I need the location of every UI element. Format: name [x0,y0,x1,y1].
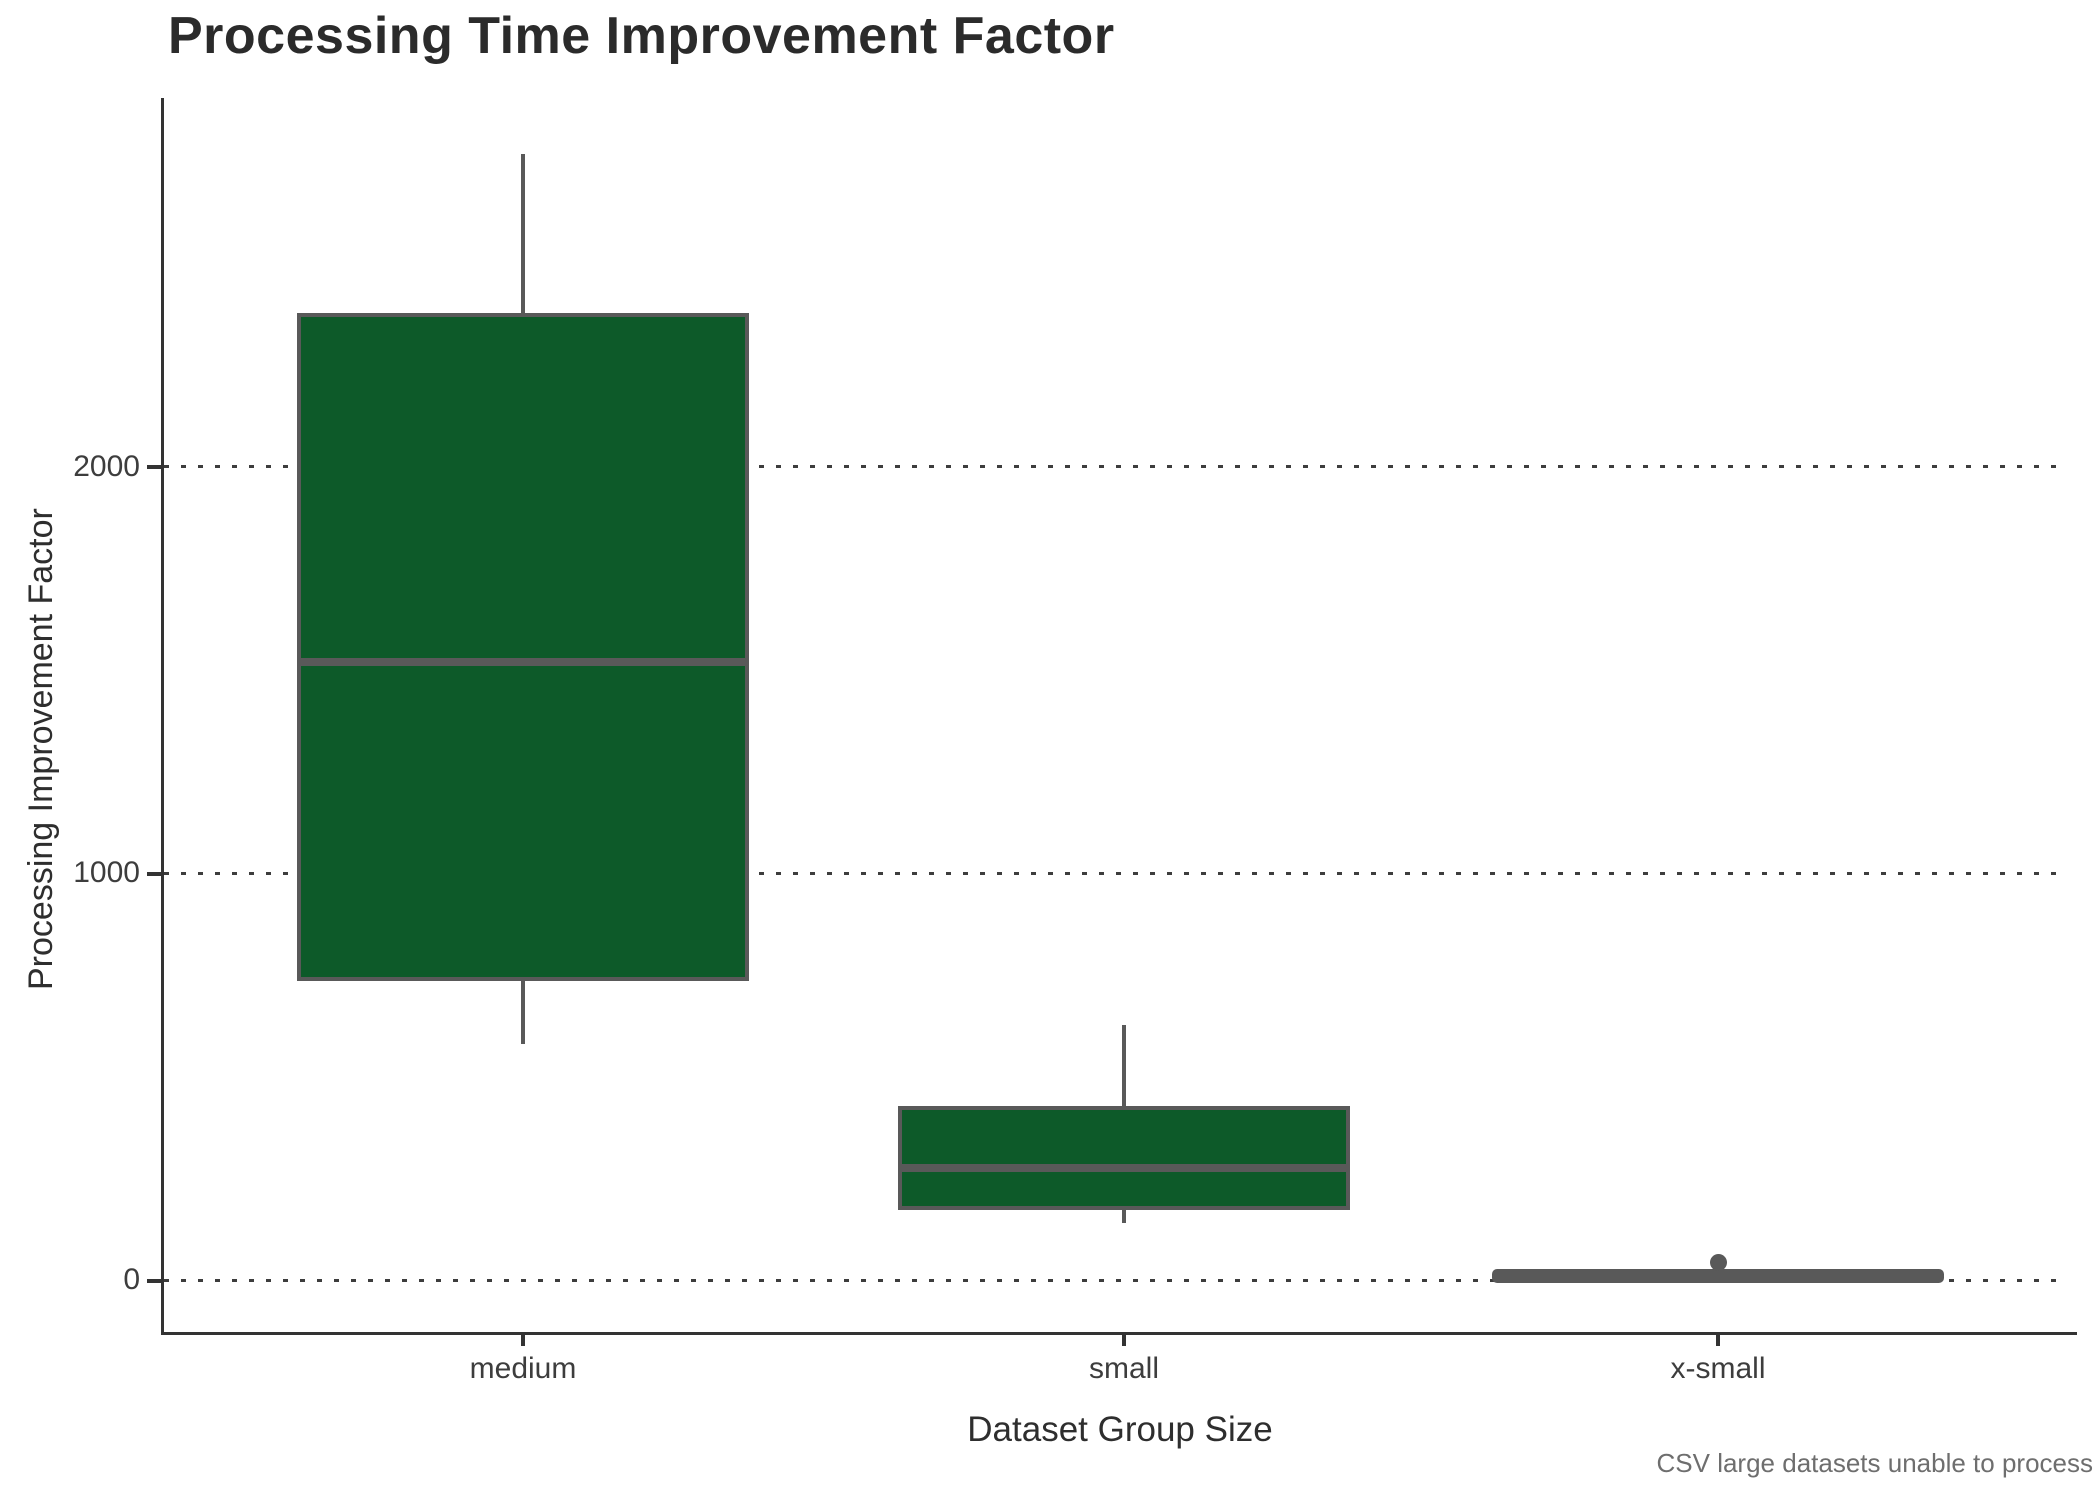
box-x-small [1492,1269,1944,1284]
x-axis-line [161,1332,2077,1335]
y-tick-2000 [147,465,161,469]
y-tick-label-2000: 2000 [73,450,140,483]
y-tick-label-1000: 1000 [73,856,140,889]
whisker-lower-small [1122,1210,1126,1224]
x-tick-small [1122,1333,1126,1346]
x-tick-label-x-small: x-small [1670,1352,1766,1385]
x-tick-label-medium: medium [469,1352,577,1385]
whisker-upper-small [1122,1025,1126,1106]
median-line-small [898,1163,1350,1172]
gridline-2000 [164,465,2067,468]
box-small [898,1106,1350,1211]
y-axis-line [161,98,164,1335]
box-medium [297,312,749,982]
median-line-medium [297,658,749,667]
caption: CSV large datasets unable to process [1656,1448,2093,1478]
x-tick-medium [521,1333,525,1346]
gridline-0 [164,1278,2067,1282]
x-axis-title: Dataset Group Size [967,1410,1273,1449]
x-tick-x-small [1716,1333,1720,1346]
y-axis-title: Processing Improvement Factor [22,508,60,990]
outlier-x-small [1709,1253,1727,1271]
y-tick-0 [147,1278,161,1283]
chart-title: Processing Time Improvement Factor [168,7,1115,65]
whisker-upper-medium [521,153,525,313]
whisker-lower-medium [521,981,525,1045]
y-tick-label-0: 0 [123,1263,140,1296]
y-tick-1000 [147,871,161,876]
gridline-1000 [164,872,2067,875]
x-tick-label-small: small [1088,1352,1159,1385]
